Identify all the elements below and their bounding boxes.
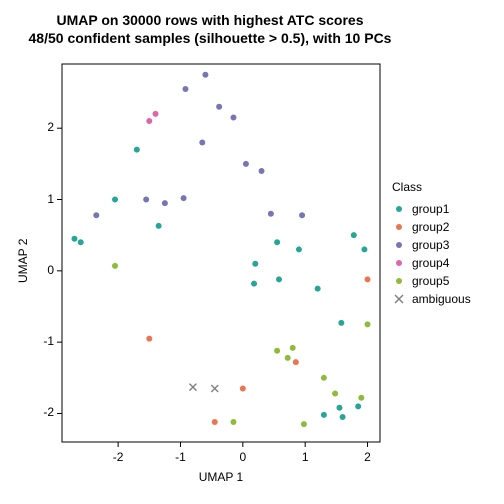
- y-tick-label: -1: [43, 334, 54, 348]
- legend-label: group1: [412, 202, 449, 216]
- point: [252, 261, 258, 267]
- point: [274, 348, 280, 354]
- point: [146, 118, 152, 124]
- legend-swatch: [392, 202, 406, 216]
- point: [211, 385, 218, 392]
- point: [134, 147, 140, 153]
- point: [112, 263, 118, 269]
- legend: Class group1 group2 group3 group4 group5 ambi…: [392, 180, 471, 308]
- y-tick-label: -2: [43, 405, 54, 419]
- legend-item: group2: [392, 218, 471, 236]
- point: [216, 104, 222, 110]
- y-tick-label: 0: [47, 263, 54, 277]
- point: [182, 86, 188, 92]
- point: [332, 391, 338, 397]
- point: [336, 405, 342, 411]
- point: [230, 114, 236, 120]
- legend-label: group5: [412, 274, 449, 288]
- point: [321, 375, 327, 381]
- x-tick-label: 2: [358, 450, 378, 464]
- point: [361, 246, 367, 252]
- point: [199, 139, 205, 145]
- point: [112, 197, 118, 203]
- point: [230, 419, 236, 425]
- point: [338, 320, 344, 326]
- legend-swatch: [392, 256, 406, 270]
- y-tick-label: 1: [47, 192, 54, 206]
- point: [340, 414, 346, 420]
- y-tick-label: 2: [47, 120, 54, 134]
- legend-title: Class: [392, 180, 471, 194]
- plot-area: [62, 64, 380, 442]
- point: [301, 421, 307, 427]
- point: [189, 384, 196, 391]
- chart-title-line1: UMAP on 30000 rows with highest ATC scor…: [0, 12, 420, 28]
- point: [259, 168, 265, 174]
- point: [243, 161, 249, 167]
- point: [299, 212, 305, 218]
- legend-swatch: [392, 274, 406, 288]
- point: [181, 195, 187, 201]
- point: [143, 197, 149, 203]
- legend-label: group4: [412, 256, 449, 270]
- point: [365, 321, 371, 327]
- x-tick-label: 0: [233, 450, 253, 464]
- y-axis-label: UMAP 2: [16, 239, 30, 283]
- legend-swatch: [392, 238, 406, 252]
- point: [202, 72, 208, 78]
- legend-item: ambiguous: [392, 290, 471, 308]
- chart-root: UMAP on 30000 rows with highest ATC scor…: [0, 0, 504, 504]
- legend-item: group5: [392, 272, 471, 290]
- point: [251, 281, 257, 287]
- point: [93, 212, 99, 218]
- point: [296, 246, 302, 252]
- point: [290, 345, 296, 351]
- point: [365, 276, 371, 282]
- legend-item: group4: [392, 254, 471, 272]
- point: [268, 211, 274, 217]
- point: [355, 403, 361, 409]
- point: [274, 239, 280, 245]
- point: [285, 355, 291, 361]
- x-tick-label: 1: [295, 450, 315, 464]
- chart-title-line2: 48/50 confident samples (silhouette > 0.…: [0, 30, 420, 46]
- point: [153, 111, 159, 117]
- point: [276, 276, 282, 282]
- point: [78, 239, 84, 245]
- legend-item: group1: [392, 200, 471, 218]
- point: [71, 236, 77, 242]
- legend-swatch: [392, 220, 406, 234]
- point: [358, 395, 364, 401]
- point: [315, 286, 321, 292]
- point: [240, 386, 246, 392]
- point: [351, 232, 357, 238]
- legend-swatch: [392, 292, 406, 306]
- x-tick-label: -1: [170, 450, 190, 464]
- point: [146, 336, 152, 342]
- point: [293, 359, 299, 365]
- legend-item: group3: [392, 236, 471, 254]
- legend-label: ambiguous: [412, 292, 471, 306]
- x-tick-label: -2: [108, 450, 128, 464]
- point: [162, 200, 168, 206]
- legend-label: group3: [412, 238, 449, 252]
- plot-svg: [62, 64, 380, 442]
- legend-items: group1 group2 group3 group4 group5 ambiguous: [392, 200, 471, 308]
- x-axis-label: UMAP 1: [62, 470, 380, 484]
- legend-label: group2: [412, 220, 449, 234]
- point: [156, 223, 162, 229]
- point: [212, 419, 218, 425]
- point: [321, 412, 327, 418]
